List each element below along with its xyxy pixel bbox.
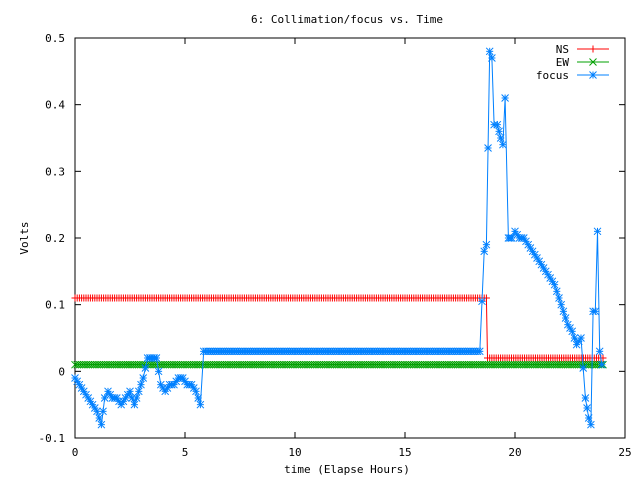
y-tick-label: 0.3: [45, 165, 65, 178]
data-point: [499, 140, 507, 149]
y-tick-label: 0.1: [45, 299, 65, 312]
data-point: [482, 294, 490, 302]
data-point: [581, 394, 590, 402]
data-point: [192, 387, 200, 396]
y-tick-label: 0: [58, 365, 65, 378]
data-point: [496, 134, 505, 142]
x-axis-label: time (Elapse Hours): [284, 463, 410, 476]
data-point: [550, 280, 559, 289]
data-point: [587, 420, 595, 429]
data-point: [482, 240, 491, 249]
data-point: [194, 394, 203, 402]
data-point: [579, 364, 588, 372]
data-point: [593, 227, 602, 236]
data-point: [555, 294, 563, 302]
chart-title: 6: Collimation/focus vs. Time: [251, 13, 443, 26]
data-point: [100, 394, 109, 402]
data-point: [519, 234, 528, 242]
y-tick-label: 0.2: [45, 232, 65, 245]
data-point: [139, 374, 148, 382]
x-tick-label: 20: [508, 446, 521, 459]
data-point: [598, 360, 606, 369]
data-point: [126, 387, 134, 396]
data-point: [137, 380, 145, 389]
data-point: [480, 247, 489, 256]
legend-label: NS: [556, 43, 569, 56]
data-point: [495, 127, 503, 136]
data-point: [152, 354, 161, 362]
y-axis-label: Volts: [18, 221, 31, 254]
y-tick-label: 0.5: [45, 32, 65, 45]
data-point: [488, 54, 496, 62]
data-point: [485, 47, 494, 56]
data-point: [104, 387, 112, 396]
data-point: [559, 307, 568, 316]
data-point: [99, 407, 107, 416]
data-point: [493, 120, 502, 129]
data-point: [595, 347, 604, 356]
data-point: [501, 94, 509, 102]
data-point: [557, 300, 566, 309]
data-point: [154, 367, 163, 376]
data-point: [196, 400, 205, 409]
legend-label: focus: [536, 69, 569, 82]
data-point: [507, 234, 516, 242]
series-layer: [71, 47, 607, 429]
y-tick-label: -0.1: [39, 432, 66, 445]
axis-ticks: 0 5 10 15 20 25 -0.1 0 0.1 0.2 0.3 0.4 0.5: [39, 32, 632, 459]
data-point: [141, 364, 150, 372]
data-point: [577, 334, 585, 342]
series-ew: [71, 360, 607, 369]
y-tick-label: 0.4: [45, 99, 65, 112]
series-focus: [71, 47, 606, 429]
data-point: [475, 347, 484, 356]
data-point: [589, 45, 597, 53]
x-tick-label: 0: [72, 446, 79, 459]
data-point: [97, 420, 106, 429]
data-point: [134, 387, 143, 396]
data-point: [583, 404, 591, 412]
plot-frame: [74, 37, 626, 439]
data-point: [132, 394, 141, 402]
data-point: [484, 144, 492, 152]
data-point: [95, 414, 104, 422]
data-point: [570, 334, 579, 342]
data-point: [568, 327, 577, 336]
data-point: [511, 227, 519, 236]
data-point: [530, 250, 539, 259]
x-tick-label: 10: [288, 446, 301, 459]
x-tick-label: 5: [182, 446, 189, 459]
data-point: [130, 400, 139, 409]
data-point: [119, 397, 128, 406]
legend-label: EW: [556, 56, 570, 69]
data-point: [591, 307, 600, 316]
data-point: [561, 314, 570, 322]
data-point: [589, 71, 597, 79]
data-point: [584, 414, 593, 422]
x-tick-label: 15: [398, 446, 411, 459]
data-point: [589, 58, 597, 66]
data-point: [478, 297, 486, 306]
data-point: [552, 287, 561, 296]
data-point: [93, 407, 101, 416]
x-tick-label: 25: [618, 446, 631, 459]
